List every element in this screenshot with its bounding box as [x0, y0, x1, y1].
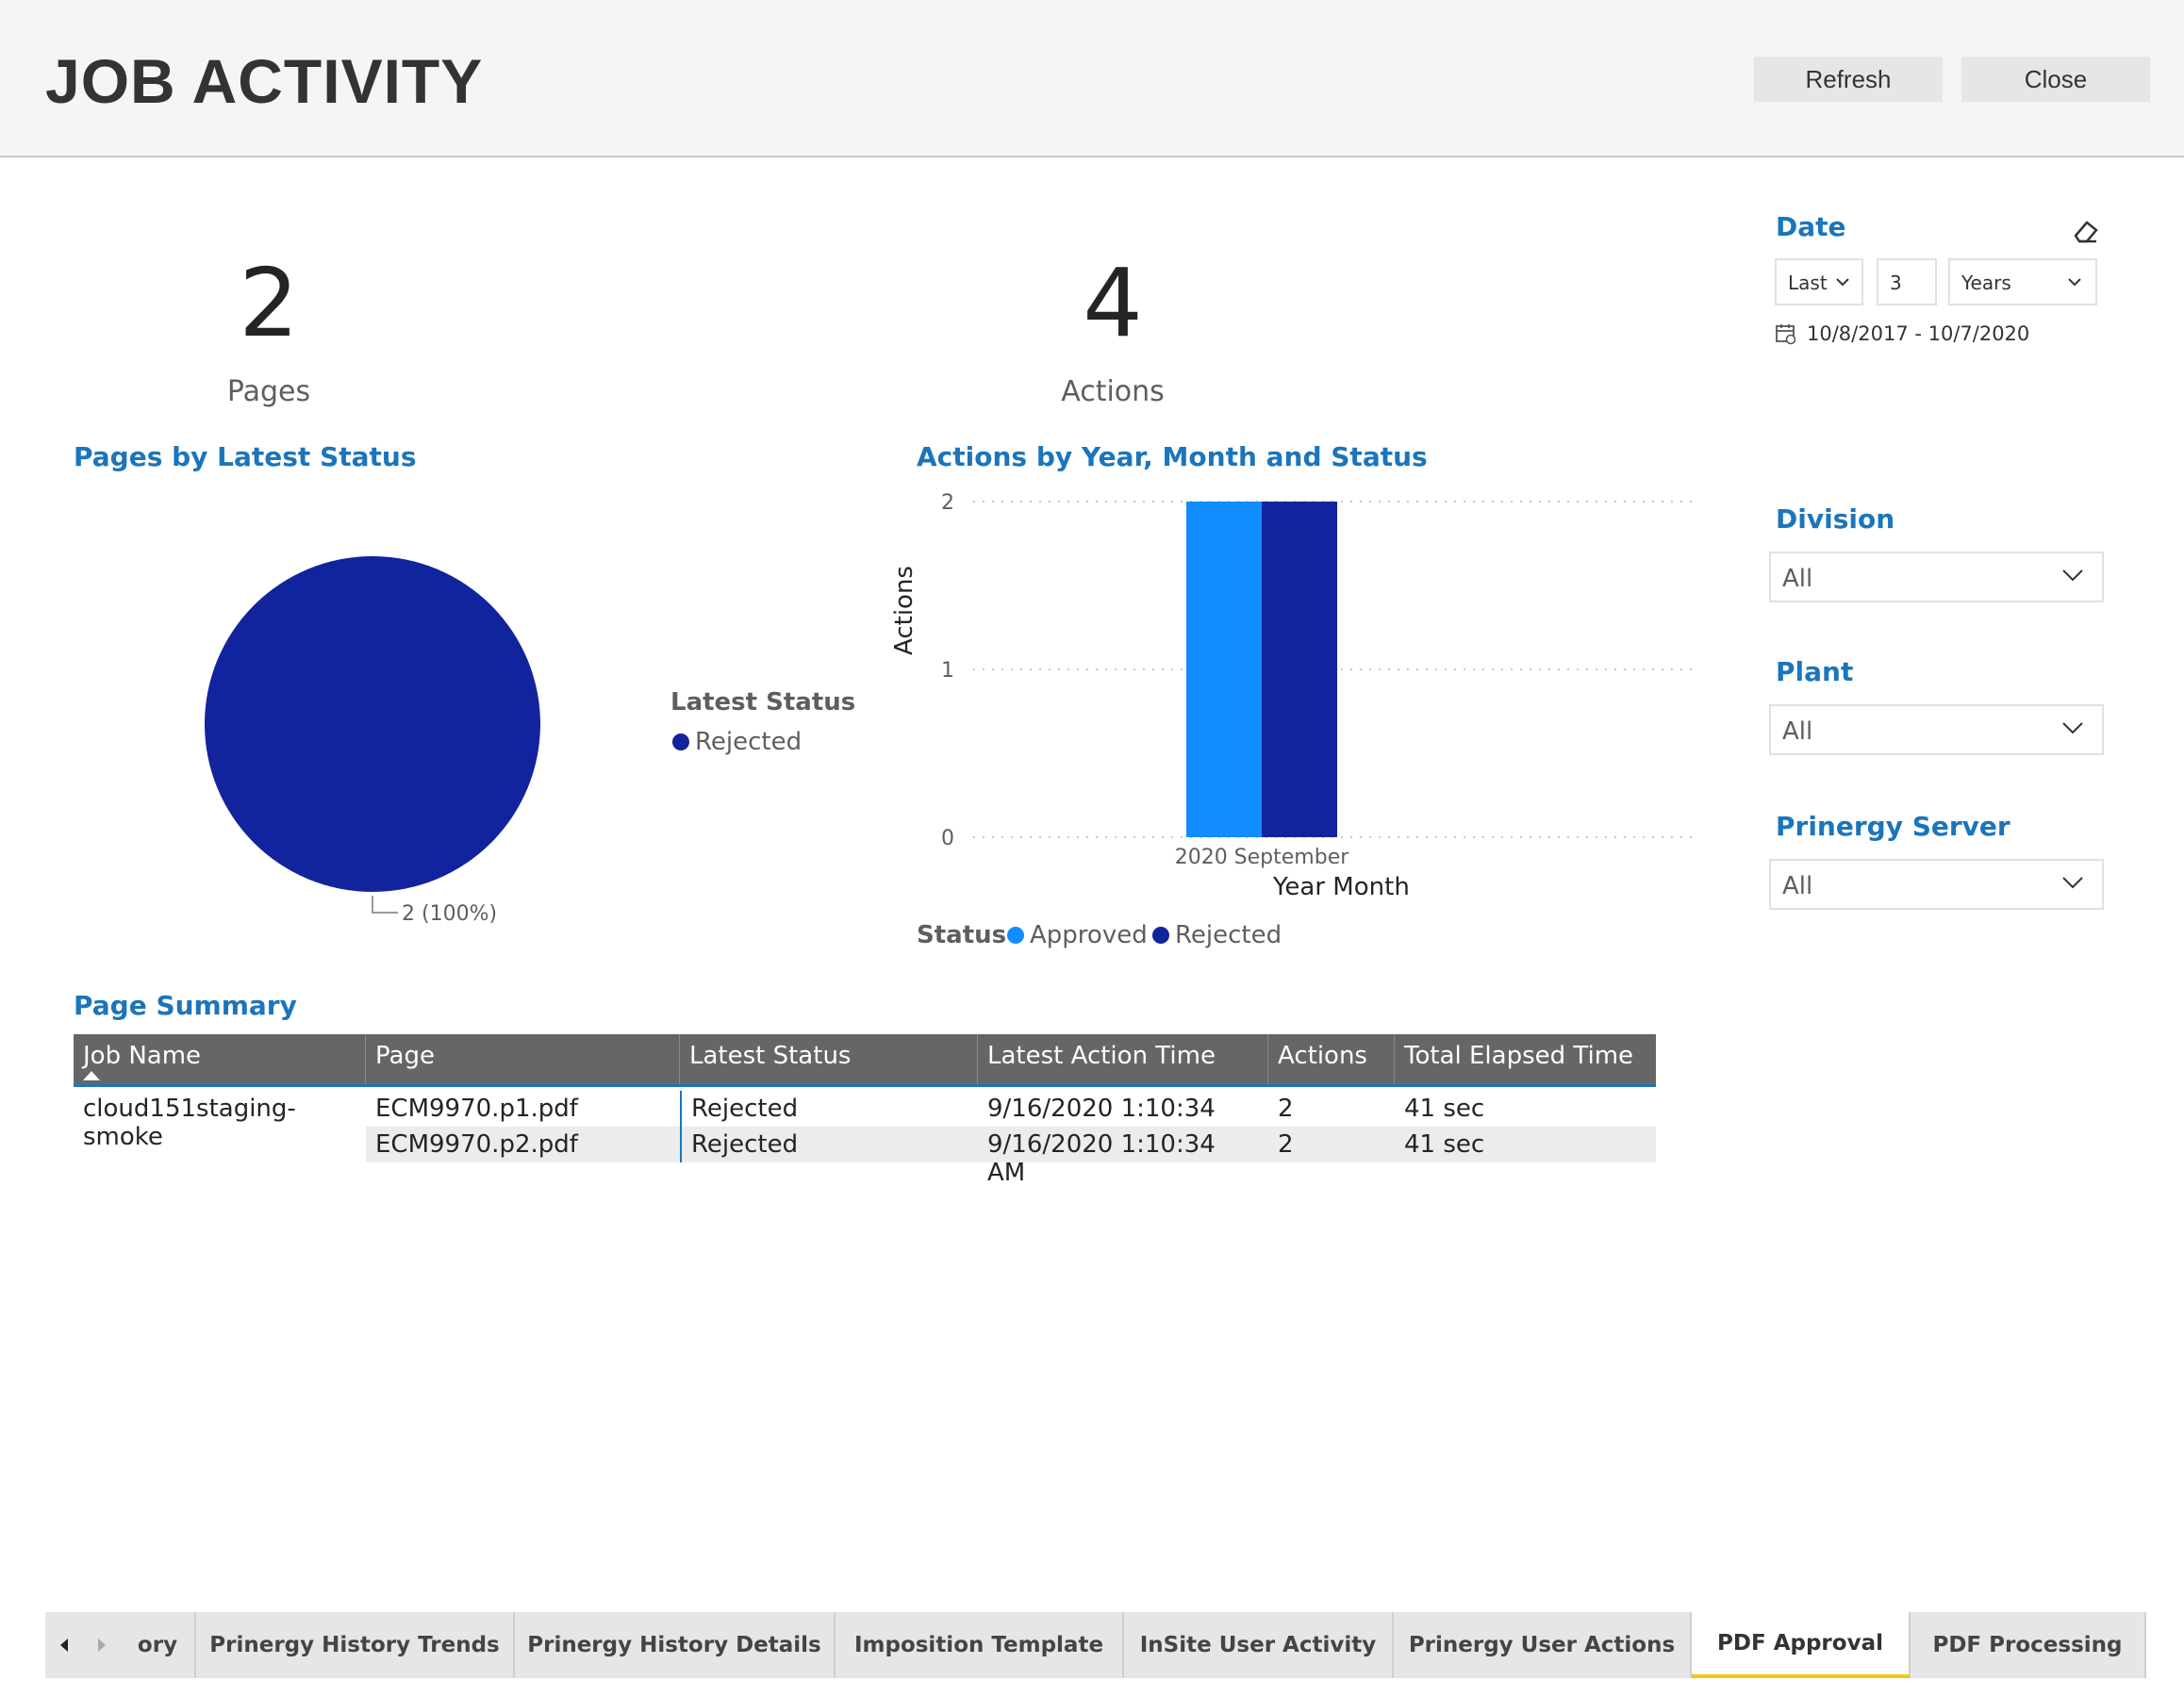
bar-x-axis-title: Year Month	[1273, 873, 1410, 901]
table-header: Job Name Page Latest Status Latest Actio…	[74, 1034, 1656, 1087]
tab-imposition-template[interactable]: Imposition Template	[836, 1612, 1124, 1678]
cell-latest-action-time: 9/16/2020 1:10:34 AM	[987, 1095, 1216, 1151]
tab-pdf-processing[interactable]: PDF Processing	[1911, 1612, 2146, 1678]
column-header-page[interactable]: Page	[366, 1034, 680, 1084]
cell-job-name	[74, 1127, 366, 1162]
bar-rejected[interactable]	[1262, 502, 1337, 837]
division-dropdown[interactable]: All	[1769, 552, 2104, 602]
refresh-button[interactable]: Refresh	[1754, 57, 1943, 102]
bar-legend-label-rejected: Rejected	[1175, 921, 1282, 949]
pie-chart-title: Pages by Latest Status	[74, 441, 417, 472]
kpi-label-pages: Pages	[226, 375, 311, 408]
column-header-latest-status[interactable]: Latest Status	[680, 1034, 978, 1084]
division-filter-label: Division	[1776, 503, 1895, 535]
bar-legend-item-approved[interactable]: Approved	[1007, 921, 1148, 949]
bar-chart-title: Actions by Year, Month and Status	[917, 441, 1428, 472]
calendar-icon	[1776, 324, 1796, 345]
date-range-display: 10/8/2017 - 10/7/2020	[1775, 322, 2029, 345]
bar-legend-item-rejected[interactable]: Rejected	[1152, 921, 1282, 949]
column-header-total-elapsed-time[interactable]: Total Elapsed Time	[1404, 1042, 1634, 1070]
cell-total-elapsed-time: 41 sec	[1395, 1127, 1656, 1162]
bar-legend-title: Status	[917, 921, 1007, 949]
date-unit-value: Years	[1961, 272, 2011, 294]
page-title: JOB ACTIVITY	[45, 46, 484, 116]
column-header-job-name[interactable]: Job Name	[74, 1034, 366, 1084]
cell-latest-action-time: 9/16/2020 1:10:34 AM	[978, 1127, 1268, 1187]
pie-legend-label: Rejected	[695, 728, 802, 756]
chevron-down-icon	[2062, 877, 2083, 889]
pie-data-label: 2 (100%)	[402, 902, 497, 926]
pie-slice-rejected[interactable]	[205, 556, 540, 892]
column-header-latest-action-time[interactable]: Latest Action Time	[978, 1034, 1268, 1084]
y-tick-label: 0	[941, 827, 954, 850]
tab-prinergy-user-actions[interactable]: Prinergy User Actions	[1394, 1612, 1692, 1678]
report-page-tabs: ory Prinergy History Trends Prinergy His…	[45, 1612, 2146, 1678]
tab-history[interactable]: ory	[121, 1612, 196, 1678]
page-summary-table: Job Name Page Latest Status Latest Actio…	[74, 1034, 1656, 1187]
date-mode-select[interactable]: Last	[1775, 258, 1863, 305]
legend-dot-icon	[1007, 927, 1024, 944]
y-tick-label: 2	[941, 491, 954, 515]
cell-page: ECM9970.p1.pdf	[375, 1095, 578, 1123]
date-filter-label: Date	[1776, 211, 1846, 242]
chevron-down-icon	[1836, 278, 1849, 287]
tab-scroll-controls	[45, 1612, 121, 1678]
legend-dot-icon	[1152, 927, 1169, 944]
cell-page: ECM9970.p2.pdf	[366, 1127, 680, 1162]
bar-approved[interactable]	[1186, 502, 1262, 837]
close-button[interactable]: Close	[1961, 57, 2150, 102]
table-title: Page Summary	[74, 990, 297, 1021]
plant-value: All	[1782, 717, 1813, 746]
header-bar: JOB ACTIVITY Refresh Close	[0, 0, 2184, 157]
date-mode-value: Last	[1788, 272, 1828, 294]
bar-y-axis-title: Actions	[890, 566, 918, 655]
date-range-text: 10/8/2017 - 10/7/2020	[1807, 322, 2030, 345]
column-header-actions[interactable]: Actions	[1268, 1034, 1395, 1084]
server-value: All	[1782, 872, 1813, 900]
cell-latest-status: Rejected	[680, 1091, 978, 1127]
chevron-down-icon	[2062, 722, 2083, 734]
cell-job-name: cloud151staging-smoke	[83, 1095, 296, 1151]
cell-total-elapsed-time: 41 sec	[1404, 1095, 1485, 1123]
sort-ascending-icon	[83, 1071, 100, 1080]
chevron-down-icon	[2068, 278, 2081, 287]
plant-filter-label: Plant	[1776, 656, 1854, 687]
legend-dot-icon	[672, 733, 689, 750]
scroll-left-icon[interactable]	[58, 1637, 71, 1654]
scroll-right-icon[interactable]	[95, 1637, 108, 1654]
x-tick-label: 2020 September	[1175, 846, 1350, 869]
tab-insite-user-activity[interactable]: InSite User Activity	[1124, 1612, 1394, 1678]
kpi-value-actions: 4	[1083, 248, 1143, 358]
table-row[interactable]: ECM9970.p2.pdf Rejected 9/16/2020 1:10:3…	[74, 1127, 1656, 1187]
plant-dropdown[interactable]: All	[1769, 704, 2104, 755]
tab-pdf-approval[interactable]: PDF Approval	[1692, 1612, 1911, 1678]
date-unit-select[interactable]: Years	[1948, 258, 2097, 305]
cell-actions: 2	[1268, 1127, 1395, 1162]
pie-chart: 2 (100%)	[205, 556, 540, 926]
division-value: All	[1782, 565, 1813, 593]
date-count-value: 3	[1890, 272, 1902, 294]
date-count-input[interactable]: 3	[1877, 258, 1937, 305]
table-row[interactable]: cloud151staging-smoke ECM9970.p1.pdf Rej…	[74, 1091, 1656, 1151]
pie-leader-line	[372, 896, 398, 914]
server-dropdown[interactable]: All	[1769, 859, 2104, 910]
chevron-down-icon	[2062, 569, 2083, 582]
y-tick-label: 1	[941, 659, 954, 683]
kpi-label-actions: Actions	[1061, 375, 1165, 408]
pie-legend-item-rejected[interactable]: Rejected	[672, 728, 802, 756]
server-filter-label: Prinergy Server	[1776, 811, 2010, 842]
kpi-card-pages: 2 Pages	[127, 248, 410, 409]
kpi-card-actions: 4 Actions	[971, 248, 1254, 409]
clear-filter-eraser-icon[interactable]	[2070, 215, 2102, 247]
pie-legend-title: Latest Status	[670, 688, 856, 717]
bar-chart: 0 1 2 2020 September	[941, 491, 1697, 869]
cell-latest-status: Rejected	[680, 1127, 978, 1162]
tab-prinergy-history-details[interactable]: Prinergy History Details	[515, 1612, 836, 1678]
tab-prinergy-history-trends[interactable]: Prinergy History Trends	[196, 1612, 515, 1678]
bar-legend-label-approved: Approved	[1030, 921, 1148, 949]
kpi-value-pages: 2	[239, 248, 299, 358]
cell-actions: 2	[1278, 1095, 1294, 1123]
